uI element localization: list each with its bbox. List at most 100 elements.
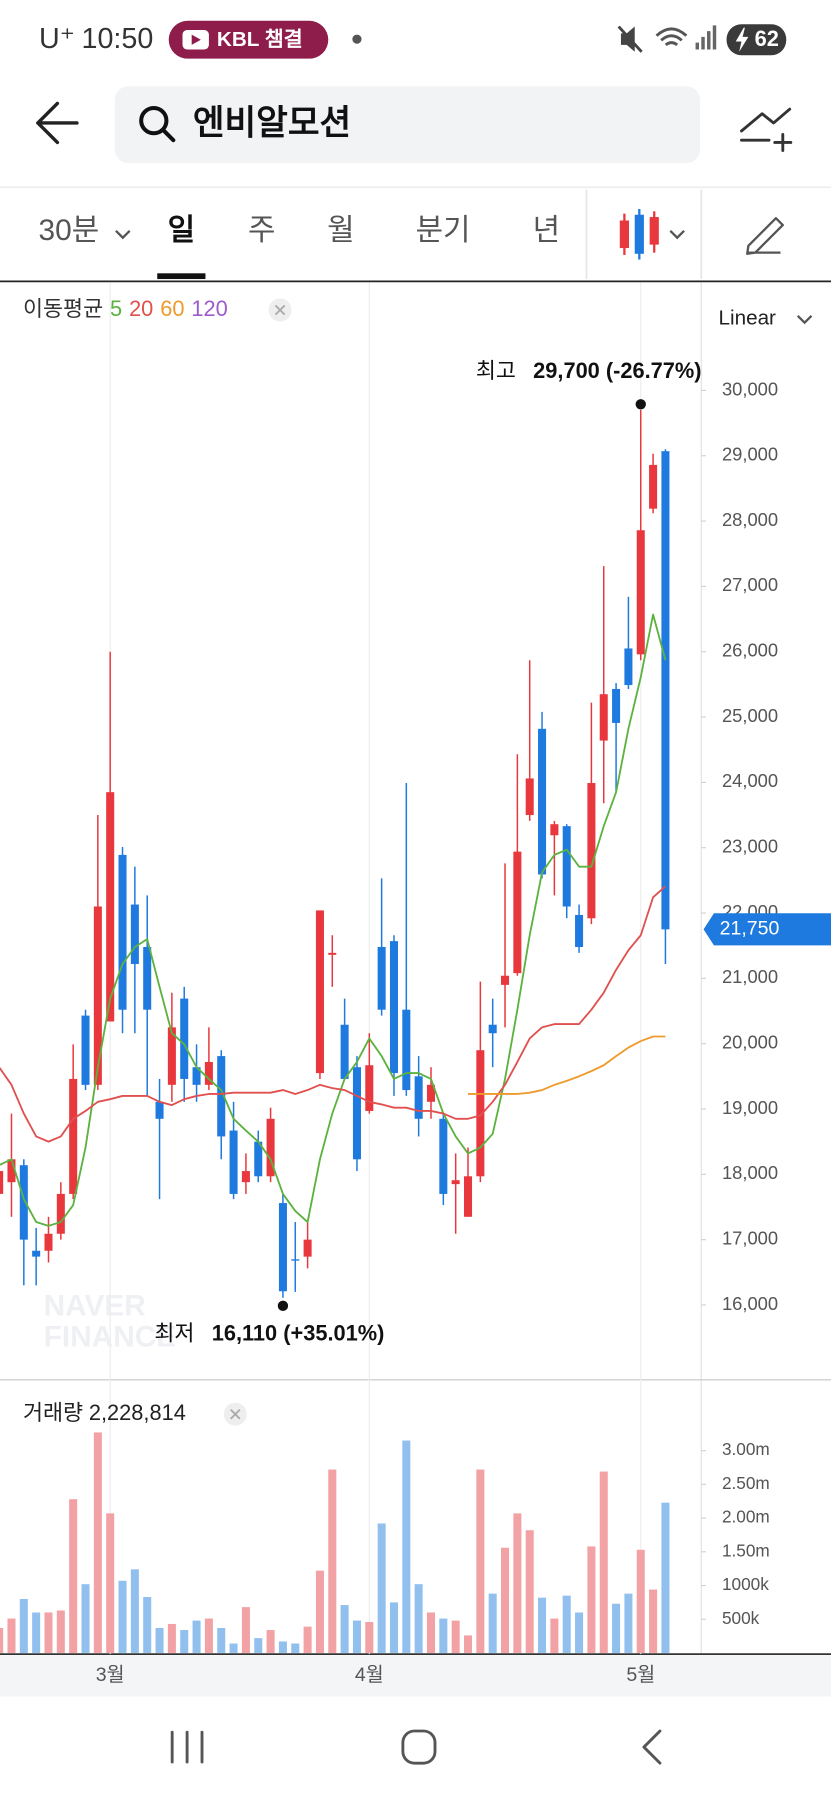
y-tick-label: 18,000 bbox=[722, 1162, 778, 1183]
moving-average-line bbox=[0, 885, 667, 1143]
tab-label[interactable]: 30분 bbox=[39, 214, 100, 247]
volume-bar bbox=[402, 1440, 411, 1653]
candle-body bbox=[562, 826, 571, 907]
volume-bar bbox=[93, 1432, 102, 1653]
carrier: U⁺ bbox=[39, 23, 75, 55]
legend-entry: 120 bbox=[191, 296, 227, 321]
volume-bar bbox=[612, 1603, 621, 1653]
candle-body bbox=[377, 946, 386, 1010]
moving-average-line bbox=[468, 1035, 666, 1095]
volume-bar bbox=[217, 1628, 226, 1653]
volume-bar bbox=[81, 1584, 90, 1653]
candle-body bbox=[32, 1250, 41, 1257]
volume-bar bbox=[513, 1513, 522, 1653]
volume-bar bbox=[303, 1626, 312, 1653]
y-tick-label: 19,000 bbox=[722, 1097, 778, 1118]
candle-body bbox=[476, 1050, 485, 1177]
tab-label[interactable]: 분기 bbox=[416, 214, 471, 247]
y-tick-label: 16,000 bbox=[722, 1293, 778, 1314]
nav-home[interactable] bbox=[401, 1729, 437, 1765]
legend-entry: 60 bbox=[160, 296, 184, 321]
volume-bar bbox=[636, 1549, 645, 1653]
back-button[interactable] bbox=[36, 101, 79, 145]
volume-bar bbox=[426, 1612, 436, 1653]
y-tick-label: 26,000 bbox=[722, 640, 778, 661]
chart-type-button[interactable] bbox=[619, 209, 685, 260]
compare-chart-button[interactable] bbox=[740, 107, 793, 152]
volume-bar bbox=[7, 1618, 16, 1653]
y-tick-label: 2.00m bbox=[722, 1507, 770, 1527]
tab-label[interactable]: 월 bbox=[327, 214, 354, 247]
candle-body bbox=[130, 904, 139, 964]
candle-body bbox=[612, 688, 621, 723]
x-tick-label: 3월 bbox=[96, 1664, 125, 1686]
candle-body bbox=[365, 1065, 374, 1111]
nav-recent[interactable] bbox=[170, 1730, 204, 1764]
volume-bar bbox=[587, 1546, 596, 1653]
draw-tool-button[interactable] bbox=[746, 217, 784, 255]
volume-bar bbox=[315, 1570, 324, 1653]
candle-body bbox=[254, 1141, 263, 1177]
volume-bar bbox=[155, 1628, 164, 1653]
volume-bar bbox=[414, 1584, 423, 1653]
volume-bar bbox=[649, 1589, 658, 1653]
candle-body bbox=[7, 1159, 16, 1183]
candle-body bbox=[575, 914, 584, 947]
volume-legend: 거래량 2,228,814 bbox=[23, 1400, 186, 1425]
candle-body bbox=[143, 946, 152, 1010]
candle-body bbox=[229, 1130, 238, 1194]
candle-body bbox=[414, 1076, 423, 1119]
volume-bar bbox=[69, 1499, 78, 1653]
tab-label[interactable]: 주 bbox=[248, 214, 275, 247]
candle-body bbox=[118, 854, 127, 1010]
candle-body bbox=[513, 851, 522, 974]
tab-dropdown-chevron[interactable] bbox=[115, 230, 131, 240]
volume-bar bbox=[143, 1596, 152, 1653]
scale-dropdown-chevron[interactable] bbox=[796, 314, 813, 325]
volume-bar bbox=[44, 1612, 53, 1653]
y-tick-label: 1.50m bbox=[722, 1540, 770, 1560]
volume-bar bbox=[365, 1621, 374, 1653]
search-box[interactable] bbox=[114, 86, 701, 164]
volume-bar bbox=[538, 1597, 547, 1653]
nav-back[interactable] bbox=[642, 1729, 662, 1765]
volume-bar bbox=[624, 1593, 633, 1653]
volume-bar bbox=[525, 1530, 534, 1653]
charging-icon bbox=[735, 27, 749, 52]
tab-label[interactable]: 년 bbox=[533, 214, 560, 247]
remove-indicator-x bbox=[274, 304, 286, 316]
candle-body bbox=[328, 952, 337, 955]
period-tabs: 30분 일 주 월 분기 년 bbox=[39, 214, 560, 280]
x-tick-label: 5월 bbox=[626, 1664, 655, 1686]
scale-mode[interactable]: Linear bbox=[719, 307, 777, 330]
y-tick-label: 20,000 bbox=[722, 1032, 778, 1053]
x-axis-band bbox=[0, 1655, 831, 1697]
candle-body bbox=[56, 1193, 65, 1234]
candle-body bbox=[291, 1259, 300, 1261]
y-tick-label: 25,000 bbox=[722, 705, 778, 726]
y-tick-label: 24,000 bbox=[722, 770, 778, 791]
current-price-tag bbox=[703, 913, 831, 946]
y-tick-label: 27,000 bbox=[722, 574, 778, 595]
clock: 10:50 bbox=[81, 23, 153, 55]
volume-bar bbox=[167, 1623, 176, 1653]
high-marker bbox=[635, 399, 646, 410]
volume-bar bbox=[377, 1523, 386, 1653]
candle-body bbox=[538, 728, 547, 875]
volume-bar bbox=[241, 1607, 250, 1653]
annotation-label: 최고 bbox=[476, 358, 516, 383]
notification-dot bbox=[352, 34, 362, 44]
volume-bar bbox=[562, 1595, 571, 1653]
volume-bar bbox=[501, 1547, 510, 1653]
candle-body bbox=[661, 451, 670, 930]
candle-body bbox=[192, 1067, 201, 1085]
tab-label[interactable]: 일 bbox=[168, 214, 195, 247]
volume-bar bbox=[389, 1602, 398, 1653]
high-annotation: 최고 29,700 (-26.77%) bbox=[476, 358, 702, 383]
search-icon-handle bbox=[160, 127, 176, 143]
volume-bar bbox=[278, 1641, 287, 1653]
mute-icon bbox=[620, 26, 635, 52]
